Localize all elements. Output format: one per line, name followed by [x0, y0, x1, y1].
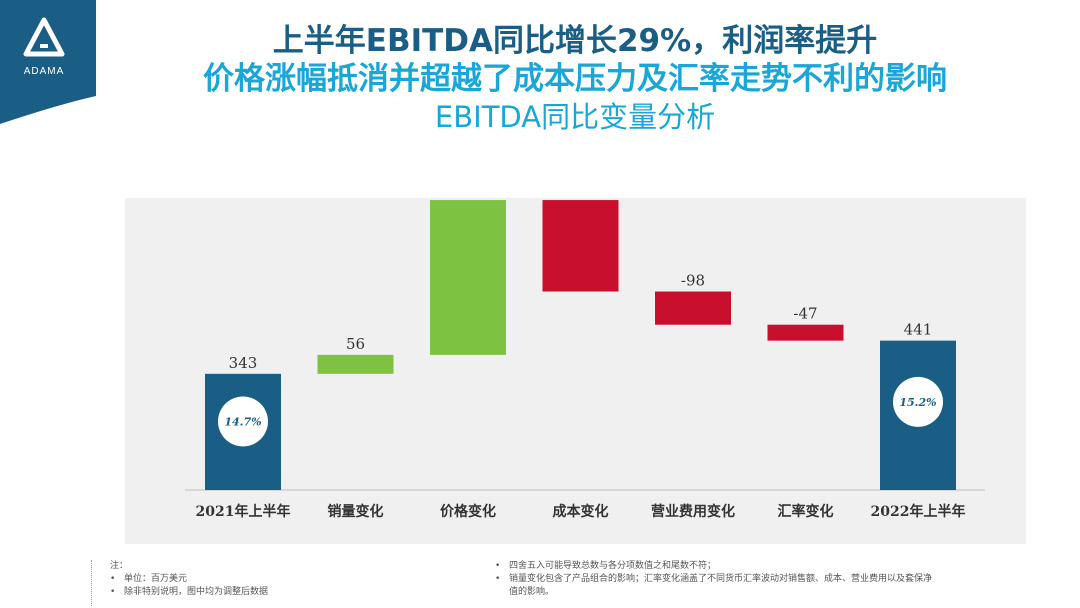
bar-increase [317, 354, 394, 374]
title-block: 上半年EBITDA同比增长29%，利润率提升 价格涨幅抵消并超越了成本压力及汇率… [110, 22, 1040, 136]
bar-decrease [542, 200, 619, 292]
title-line-3: EBITDA同比变量分析 [434, 100, 716, 134]
notes-right: • 四舍五入可能导致总数与各分项数值之和尾数不符； • 销量变化包含了产品组合的影响… [495, 560, 935, 599]
notes-heading: 注： [110, 561, 129, 571]
note-item: • 单位：百万美元 [110, 574, 188, 584]
note-item: • 四舍五入可能导致总数与各分项数值之和尾数不符； [495, 561, 717, 571]
waterfall-chart: 3432021年上半年14.7%56销量变化457价格变化-270成本变化-98… [185, 198, 985, 520]
bar-decrease [655, 291, 731, 325]
category-label: 营业费用变化 [651, 503, 735, 520]
bar-value-label: 343 [229, 354, 258, 372]
bar-decrease [767, 324, 844, 341]
bar-value-label: 441 [904, 321, 933, 339]
category-label: 价格变化 [440, 503, 496, 520]
category-label: 成本变化 [553, 503, 609, 520]
margin-circle [893, 376, 943, 427]
title-line-1: 上半年EBITDA同比增长29%，利润率提升 [272, 23, 878, 59]
brand-name: ADAMA [24, 66, 65, 77]
category-label: 汇率变化 [778, 503, 834, 520]
category-label: 2022年上半年 [871, 503, 966, 520]
notes-divider [91, 560, 92, 606]
chart-panel: 3432021年上半年14.7%56销量变化457价格变化-270成本变化-98… [125, 198, 1026, 544]
margin-circle [218, 396, 268, 447]
title-line-2: 价格涨幅抵消并超越了成本压力及汇率走势不利的影响 [203, 61, 947, 97]
bar-value-label: -47 [793, 305, 817, 323]
bar-increase [430, 200, 506, 355]
bar-value-label: -98 [681, 272, 705, 290]
category-label: 销量变化 [328, 503, 384, 520]
note-item: • 除非特别说明，图中均为调整后数据 [110, 587, 269, 597]
note-item: • 销量变化包含了产品组合的影响；汇率变化涵盖了不同货币汇率波动对销售额、成本、营… [495, 574, 933, 597]
category-label: 2021年上半年 [196, 503, 291, 520]
margin-label: 14.7% [224, 415, 261, 428]
margin-label: 15.2% [899, 396, 936, 409]
adama-logo: ADAMA [0, 0, 96, 124]
bar-value-label: 56 [346, 335, 365, 353]
notes-left: 注： • 单位：百万美元 • 除非特别说明，图中均为调整后数据 [110, 560, 450, 599]
